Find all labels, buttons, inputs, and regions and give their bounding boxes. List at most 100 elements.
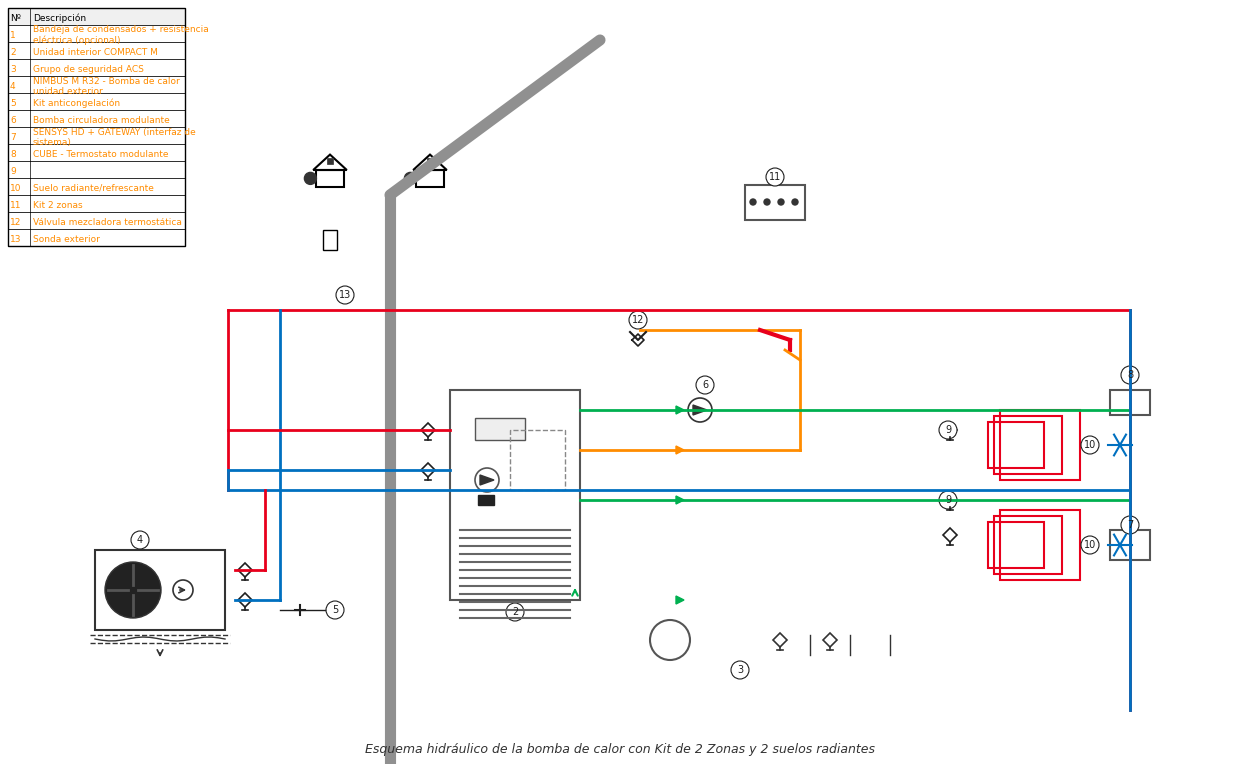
- Polygon shape: [422, 423, 435, 437]
- Bar: [7, 127, 185, 144]
- Bar: [7, 212, 185, 229]
- Text: 12: 12: [632, 315, 645, 325]
- Text: 2: 2: [10, 47, 16, 57]
- Polygon shape: [480, 475, 494, 485]
- Circle shape: [939, 421, 957, 439]
- Polygon shape: [693, 405, 707, 415]
- Polygon shape: [773, 633, 787, 647]
- Text: 9: 9: [945, 425, 951, 435]
- Text: 9: 9: [10, 167, 16, 176]
- Bar: [7, 42, 185, 59]
- Bar: [7, 76, 185, 93]
- Text: 1: 1: [10, 31, 16, 40]
- Bar: [988, 522, 1044, 568]
- Text: 13: 13: [339, 290, 351, 300]
- Circle shape: [766, 168, 784, 186]
- Circle shape: [475, 468, 498, 492]
- Polygon shape: [676, 596, 684, 604]
- Bar: [477, 495, 494, 505]
- Bar: [994, 416, 1061, 474]
- Circle shape: [304, 173, 316, 184]
- Bar: [999, 410, 1080, 480]
- Circle shape: [939, 491, 957, 509]
- Text: Nº: Nº: [10, 14, 21, 23]
- Polygon shape: [676, 446, 684, 454]
- Text: 6: 6: [10, 115, 16, 125]
- Text: Descripción: Descripción: [33, 14, 86, 23]
- Bar: [1110, 390, 1149, 415]
- Text: 7: 7: [1127, 520, 1133, 530]
- Text: 10: 10: [10, 183, 21, 193]
- Text: CUBE - Termostato modulante: CUBE - Termostato modulante: [33, 150, 169, 159]
- Circle shape: [777, 199, 784, 205]
- Text: 6: 6: [702, 380, 708, 390]
- Polygon shape: [942, 423, 957, 437]
- Bar: [7, 93, 185, 110]
- Text: 11: 11: [10, 201, 21, 209]
- Bar: [7, 8, 185, 25]
- Bar: [1110, 530, 1149, 560]
- Text: Grupo de seguridad ACS: Grupo de seguridad ACS: [33, 65, 144, 73]
- Bar: [7, 25, 185, 42]
- Text: Válvula mezcladora termostática: Válvula mezcladora termostática: [33, 218, 182, 227]
- Text: Unidad interior COMPACT M: Unidad interior COMPACT M: [33, 47, 157, 57]
- Circle shape: [131, 531, 149, 549]
- Circle shape: [688, 398, 712, 422]
- Bar: [7, 229, 185, 246]
- Polygon shape: [823, 633, 837, 647]
- Polygon shape: [238, 593, 252, 607]
- Circle shape: [506, 603, 525, 621]
- Text: 5: 5: [10, 99, 16, 108]
- Text: 10: 10: [1084, 440, 1096, 450]
- Bar: [415, 170, 444, 187]
- Text: NIMBUS M R32 - Bomba de calor
unidad exterior: NIMBUS M R32 - Bomba de calor unidad ext…: [33, 76, 180, 96]
- Circle shape: [1081, 536, 1099, 554]
- Circle shape: [764, 199, 770, 205]
- Text: Kit anticongelación: Kit anticongelación: [33, 99, 120, 108]
- Circle shape: [1121, 516, 1140, 534]
- Text: Bandeja de condensados + resistencia
eléctrica (opcional): Bandeja de condensados + resistencia elé…: [33, 25, 208, 45]
- Polygon shape: [676, 406, 684, 414]
- Text: 8: 8: [10, 150, 16, 159]
- Bar: [7, 144, 185, 161]
- Circle shape: [1121, 366, 1140, 384]
- Polygon shape: [942, 528, 957, 542]
- Text: 10: 10: [1084, 540, 1096, 550]
- Bar: [95, 550, 224, 630]
- Bar: [427, 158, 433, 164]
- Text: Suelo radiante/refrescante: Suelo radiante/refrescante: [33, 183, 154, 193]
- Circle shape: [1081, 436, 1099, 454]
- Bar: [450, 390, 580, 600]
- Circle shape: [336, 286, 353, 304]
- Circle shape: [696, 376, 714, 394]
- Bar: [316, 170, 343, 187]
- Circle shape: [629, 311, 647, 329]
- Bar: [7, 195, 185, 212]
- Circle shape: [105, 562, 161, 618]
- Bar: [988, 422, 1044, 468]
- Text: Esquema hidráulico de la bomba de calor con Kit de 2 Zonas y 2 suelos radiantes: Esquema hidráulico de la bomba de calor …: [365, 743, 875, 756]
- Bar: [999, 510, 1080, 580]
- Circle shape: [404, 173, 417, 184]
- Text: 12: 12: [10, 218, 21, 227]
- Text: 3: 3: [10, 65, 16, 73]
- Bar: [7, 110, 185, 127]
- Text: 9: 9: [945, 495, 951, 505]
- Bar: [510, 430, 565, 490]
- Polygon shape: [422, 463, 435, 477]
- Text: 4: 4: [10, 82, 16, 91]
- Circle shape: [650, 620, 689, 660]
- Bar: [322, 230, 337, 250]
- Text: 8: 8: [1127, 370, 1133, 380]
- Circle shape: [750, 199, 756, 205]
- Circle shape: [326, 601, 343, 619]
- Text: 11: 11: [769, 172, 781, 182]
- Text: 13: 13: [10, 235, 21, 244]
- Circle shape: [792, 199, 799, 205]
- Text: Kit 2 zonas: Kit 2 zonas: [33, 201, 83, 209]
- Polygon shape: [676, 496, 684, 504]
- Circle shape: [732, 661, 749, 679]
- Bar: [7, 8, 185, 246]
- Bar: [7, 178, 185, 195]
- Text: 3: 3: [737, 665, 743, 675]
